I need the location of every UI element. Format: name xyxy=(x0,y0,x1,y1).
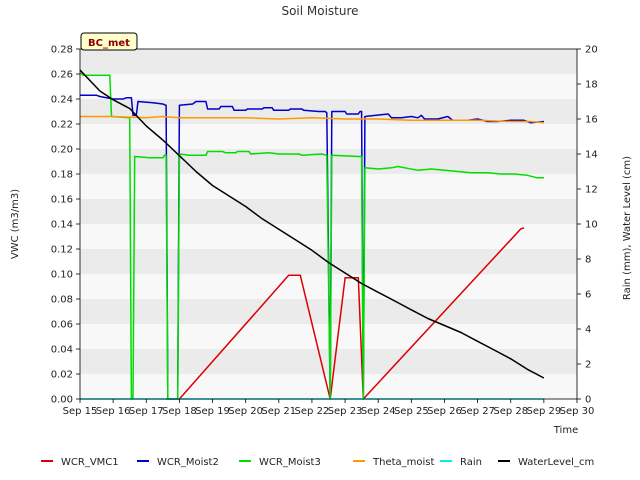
x-tick-label: Sep 15 xyxy=(63,406,98,417)
x-tick-label: Sep 29 xyxy=(526,406,561,417)
legend: WCR_VMC1 WCR_Moist2 WCR_Moist3 Theta_moist R… xyxy=(41,457,594,468)
station-badge-label: BC_met xyxy=(88,38,130,49)
y-tick-label: 0.08 xyxy=(51,295,73,306)
y-tick-label: 0.02 xyxy=(51,370,73,381)
y-tick-label: 0.06 xyxy=(51,320,73,331)
y2-tick-label: 18 xyxy=(585,80,598,91)
grid-band xyxy=(80,149,577,174)
y2-axis-title: Rain (mm), Water Level (cm) xyxy=(622,156,633,300)
grid-band xyxy=(80,124,577,149)
grid-band xyxy=(80,99,577,124)
series-line-wcr-moist2 xyxy=(80,94,544,400)
y-tick-label: 0.04 xyxy=(51,345,73,356)
y2-tick-label: 4 xyxy=(585,325,591,336)
y2-tick-label: 2 xyxy=(585,360,591,371)
y-axis-title: VWC (m3/m3) xyxy=(10,189,21,259)
y-tick-label: 0.20 xyxy=(51,145,73,156)
y-tick-label: 0.22 xyxy=(51,120,73,131)
x-tick-label: Sep 28 xyxy=(493,406,528,417)
x-tick-label: Sep 20 xyxy=(228,406,263,417)
y2-tick-label: 6 xyxy=(585,290,591,301)
x-tick-label: Sep 21 xyxy=(261,406,296,417)
x-tick-label: Sep 27 xyxy=(460,406,495,417)
station-badge-box xyxy=(80,32,138,51)
y2-tick-label: 16 xyxy=(585,115,598,126)
legend-label: WCR_VMC1 xyxy=(61,457,119,468)
series-line-theta-moist xyxy=(80,115,544,124)
x-tick-label: Sep 19 xyxy=(195,406,230,417)
station-badge: BC_met xyxy=(80,32,138,51)
y2-tick-label: 12 xyxy=(585,185,598,196)
y2-tick-label: 8 xyxy=(585,255,591,266)
y-tick-label: 0.18 xyxy=(51,170,73,181)
series-line-wcr-moist3 xyxy=(79,72,544,400)
x-tick-label: Sep 25 xyxy=(394,406,429,417)
y-tick-label: 0.00 xyxy=(51,395,73,406)
x-axis-title: Time xyxy=(553,425,578,436)
grid-band xyxy=(80,349,577,374)
grid-band xyxy=(80,49,577,74)
y2-tick-label: 14 xyxy=(585,150,598,161)
y2-tick-label: 0 xyxy=(585,395,591,406)
x-tick-label: Sep 18 xyxy=(162,406,197,417)
legend-label: WaterLevel_cm xyxy=(518,457,594,468)
y-tick-label: 0.26 xyxy=(51,70,73,81)
x-tick-label: Sep 17 xyxy=(129,406,164,417)
x-tick-label: Sep 26 xyxy=(427,406,462,417)
y-tick-label: 0.14 xyxy=(51,220,73,231)
x-tick-label: Sep 16 xyxy=(96,406,131,417)
x-tick-label: Sep 22 xyxy=(295,406,330,417)
y2-tick-label: 10 xyxy=(585,220,598,231)
grid-band xyxy=(80,74,577,99)
x-tick-label: Sep 24 xyxy=(361,406,396,417)
grid-band xyxy=(80,374,577,399)
y-tick-label: 0.28 xyxy=(51,45,73,56)
x-tick-label: Sep 30 xyxy=(560,406,595,417)
series-line-wcr-vmc1 xyxy=(166,227,525,400)
legend-label: Theta_moist xyxy=(372,457,434,468)
y-tick-label: 0.16 xyxy=(51,195,73,206)
legend-label: WCR_Moist3 xyxy=(259,457,321,468)
y-tick-label: 0.12 xyxy=(51,245,73,256)
legend-label: WCR_Moist2 xyxy=(157,457,219,468)
y-tick-label: 0.24 xyxy=(51,95,73,106)
x-tick-label: Sep 23 xyxy=(328,406,363,417)
y-tick-label: 0.10 xyxy=(51,270,73,281)
chart-title: Soil Moisture xyxy=(281,4,358,18)
series-line-waterlevel-cm xyxy=(79,69,545,379)
y2-tick-label: 20 xyxy=(585,45,598,56)
legend-label: Rain xyxy=(460,457,482,468)
